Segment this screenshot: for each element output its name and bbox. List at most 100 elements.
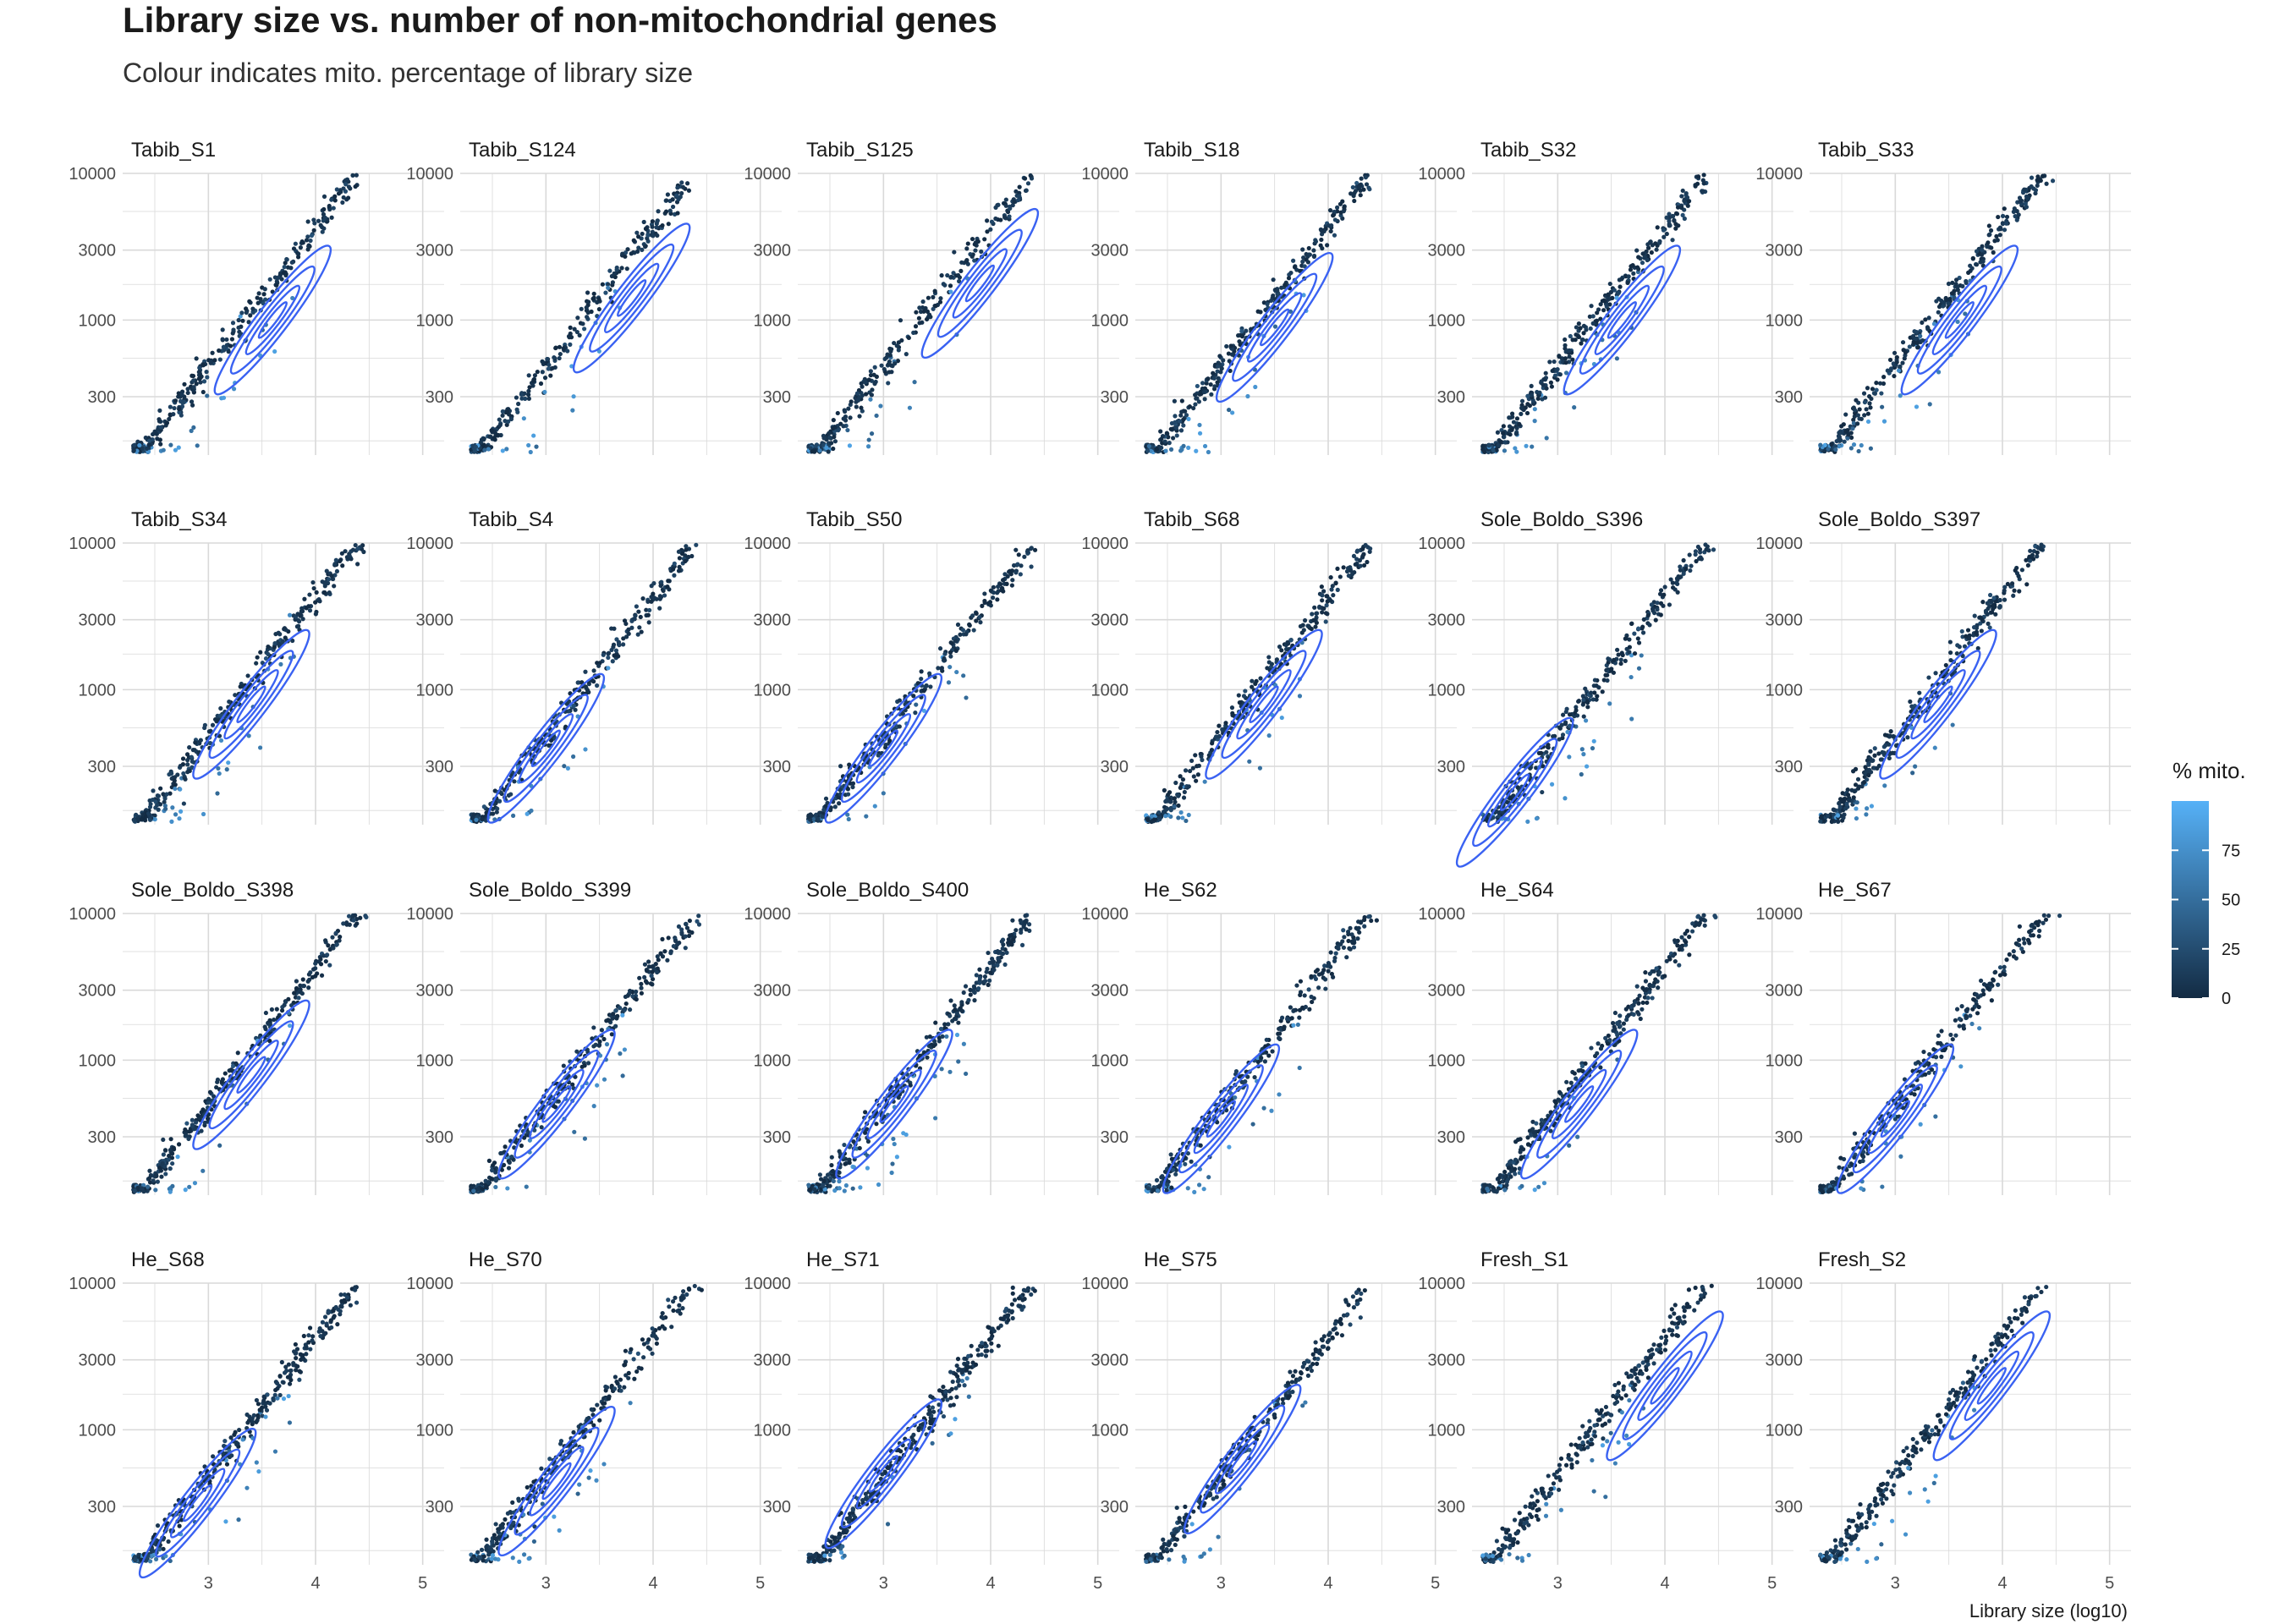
data-point bbox=[1171, 436, 1176, 441]
data-point bbox=[1925, 326, 1931, 332]
data-point bbox=[678, 195, 683, 200]
data-point bbox=[542, 389, 547, 395]
data-point bbox=[194, 356, 199, 361]
data-point bbox=[850, 784, 855, 790]
data-point bbox=[1952, 288, 1957, 294]
data-point bbox=[1013, 570, 1019, 575]
data-point bbox=[198, 738, 203, 743]
contour-line bbox=[213, 244, 332, 396]
data-point bbox=[282, 264, 287, 270]
data-point bbox=[1882, 783, 1887, 788]
y-tick-label: 3000 bbox=[754, 612, 792, 630]
data-point bbox=[583, 669, 588, 674]
data-point bbox=[1312, 605, 1317, 610]
data-point bbox=[2035, 554, 2040, 559]
data-point bbox=[278, 661, 283, 667]
contour-line bbox=[824, 672, 943, 824]
data-point bbox=[346, 184, 352, 189]
data-point bbox=[171, 412, 176, 417]
data-point bbox=[1502, 435, 1507, 440]
data-point bbox=[1896, 368, 1902, 373]
data-point bbox=[1557, 737, 1562, 742]
contour-line bbox=[1221, 650, 1307, 760]
data-point bbox=[1176, 803, 1181, 809]
data-point bbox=[218, 705, 223, 711]
data-point bbox=[548, 738, 554, 743]
y-tick-label: 3000 bbox=[1428, 612, 1466, 630]
data-point bbox=[1486, 443, 1491, 448]
data-point bbox=[1931, 321, 1937, 326]
data-point bbox=[217, 713, 223, 718]
data-point bbox=[1145, 817, 1151, 823]
data-point bbox=[629, 625, 634, 630]
data-point bbox=[1629, 653, 1634, 658]
data-point bbox=[658, 583, 663, 589]
data-point bbox=[1865, 419, 1871, 425]
data-point bbox=[1964, 634, 1969, 639]
data-point bbox=[948, 654, 953, 659]
data-point bbox=[1201, 389, 1207, 395]
data-point bbox=[1640, 261, 1645, 266]
scatter-points bbox=[1144, 173, 1372, 455]
data-point bbox=[858, 1185, 863, 1190]
data-point bbox=[1646, 245, 1651, 250]
data-point bbox=[1032, 547, 1038, 552]
data-point bbox=[1226, 351, 1232, 356]
data-point bbox=[835, 410, 840, 416]
data-point bbox=[591, 295, 596, 300]
data-point bbox=[2016, 573, 2021, 579]
data-point bbox=[927, 671, 932, 676]
contour-line bbox=[1579, 265, 1665, 375]
data-point bbox=[1363, 542, 1368, 548]
density-contours bbox=[486, 672, 606, 824]
data-point bbox=[2013, 568, 2018, 573]
data-point bbox=[686, 554, 691, 560]
data-point bbox=[238, 314, 243, 319]
data-point bbox=[1172, 796, 1177, 801]
data-point bbox=[332, 194, 338, 199]
data-point bbox=[214, 1084, 219, 1090]
data-point bbox=[585, 315, 590, 320]
data-point bbox=[612, 274, 618, 280]
data-point bbox=[1511, 420, 1517, 425]
data-point bbox=[346, 914, 352, 919]
data-point bbox=[263, 656, 269, 661]
data-point bbox=[1946, 301, 1951, 306]
data-point bbox=[650, 969, 655, 974]
data-point bbox=[886, 381, 891, 386]
data-point bbox=[911, 330, 916, 335]
data-point bbox=[1186, 812, 1191, 818]
data-point bbox=[1907, 344, 1912, 349]
data-point bbox=[1302, 617, 1308, 623]
data-point bbox=[1514, 425, 1519, 431]
data-point bbox=[1867, 394, 1872, 399]
data-point bbox=[183, 776, 188, 782]
data-point bbox=[1636, 626, 1641, 631]
y-tick-label: 1000 bbox=[416, 311, 454, 330]
data-point bbox=[1563, 796, 1568, 801]
data-point bbox=[604, 1018, 609, 1023]
data-point bbox=[177, 816, 182, 821]
data-point bbox=[1194, 778, 1199, 783]
data-point bbox=[256, 291, 261, 296]
data-point bbox=[824, 445, 829, 450]
data-point bbox=[869, 392, 874, 398]
data-point bbox=[1680, 188, 1685, 194]
data-point bbox=[843, 414, 849, 420]
data-point bbox=[1209, 748, 1215, 753]
data-point bbox=[985, 218, 990, 223]
data-point bbox=[162, 799, 167, 804]
data-point bbox=[1211, 376, 1217, 381]
data-point bbox=[1590, 314, 1596, 319]
data-point bbox=[1840, 798, 1845, 804]
data-point bbox=[1549, 384, 1554, 389]
data-point bbox=[1825, 813, 1830, 819]
data-point bbox=[859, 381, 864, 386]
data-point bbox=[1997, 233, 2002, 238]
data-point bbox=[1560, 712, 1566, 717]
data-point bbox=[675, 185, 680, 190]
data-point bbox=[1195, 383, 1200, 389]
data-point bbox=[214, 718, 220, 724]
data-point bbox=[1213, 734, 1219, 739]
data-point bbox=[817, 810, 822, 815]
